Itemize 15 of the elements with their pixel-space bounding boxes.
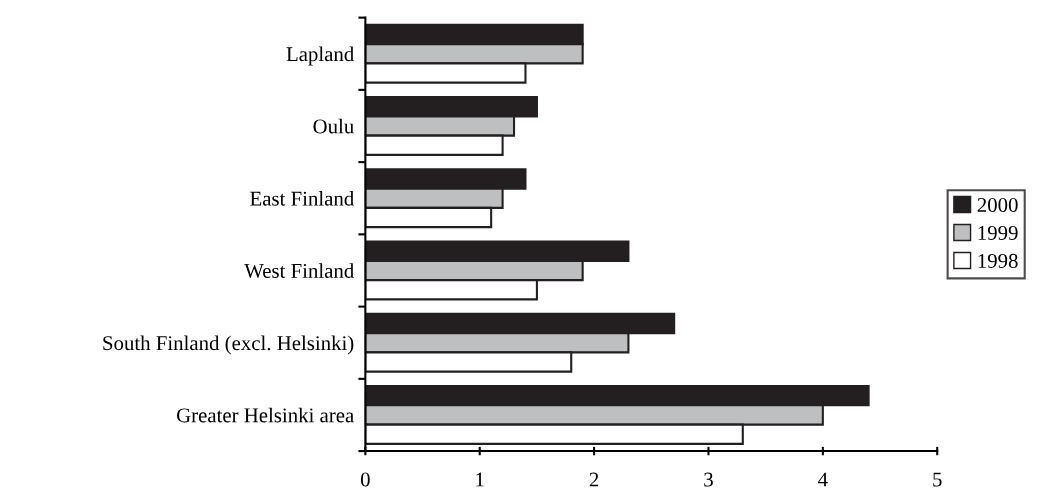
x-tick-label: 0 bbox=[360, 472, 370, 487]
legend-label: 2000 bbox=[977, 197, 1018, 212]
x-tick-label: 5 bbox=[933, 472, 942, 487]
legend-label: 1998 bbox=[978, 253, 1018, 268]
y-tick-label: South Finland (excl. Helsinki) bbox=[103, 335, 354, 355]
y-tick-label: Oulu bbox=[313, 118, 354, 134]
x-tick-label: 3 bbox=[704, 472, 713, 487]
y-tick-label: Lapland bbox=[286, 46, 354, 66]
legend-label: 1999 bbox=[978, 225, 1018, 240]
y-tick-label: East Finland bbox=[250, 191, 354, 206]
x-tick-label: 2 bbox=[589, 472, 599, 487]
x-tick-label: 1 bbox=[476, 472, 484, 487]
x-tick-label: 4 bbox=[818, 472, 828, 487]
y-tick-label: Greater Helsinki area bbox=[176, 407, 354, 423]
y-tick-label: West Finland bbox=[244, 263, 354, 279]
